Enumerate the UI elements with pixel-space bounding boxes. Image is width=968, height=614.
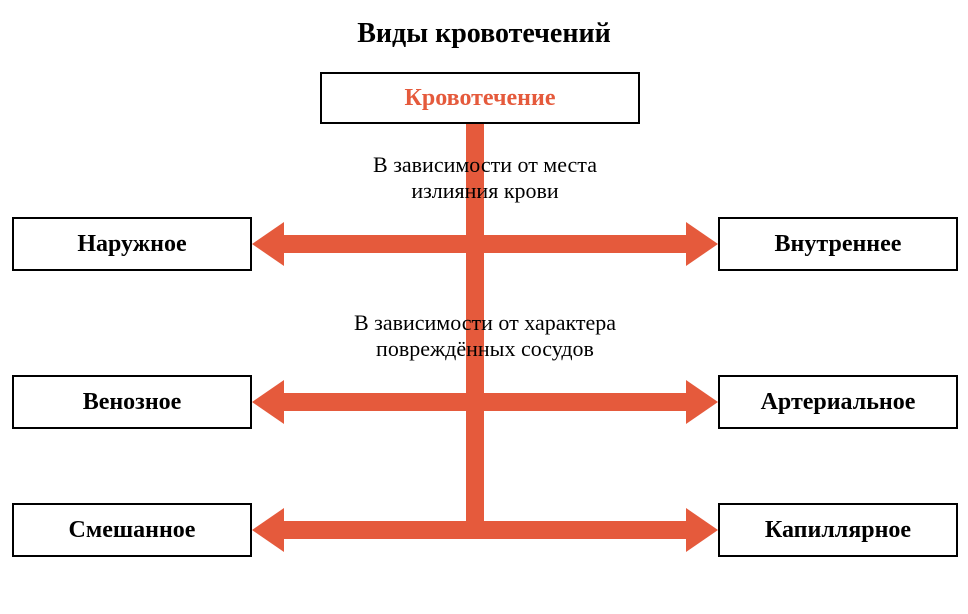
- row1-arrow-right: [686, 222, 718, 266]
- root-box: Кровотечение: [320, 72, 640, 124]
- section-label-2: В зависимости от характера повреждённых …: [290, 310, 680, 362]
- row2-bar: [282, 393, 688, 411]
- section-label-2-line1: В зависимости от характера: [354, 310, 616, 335]
- root-box-label: Кровотечение: [405, 85, 556, 112]
- row2-right-label: Артериальное: [761, 389, 916, 416]
- row3-right-label: Капиллярное: [765, 517, 911, 544]
- section-label-1-line2: излияния крови: [411, 178, 558, 203]
- row2-arrow-right: [686, 380, 718, 424]
- row3-bar: [282, 521, 688, 539]
- row1-arrow-left: [252, 222, 284, 266]
- row3-left-box: Смешанное: [12, 503, 252, 557]
- diagram-title: Виды кровотечений: [0, 18, 968, 50]
- row3-arrow-right: [686, 508, 718, 552]
- row1-right-label: Внутреннее: [775, 231, 902, 258]
- row3-arrow-left: [252, 508, 284, 552]
- row1-bar: [282, 235, 688, 253]
- row2-left-label: Венозное: [83, 389, 182, 416]
- row1-left-label: Наружное: [77, 231, 186, 258]
- section-label-1-line1: В зависимости от места: [373, 152, 597, 177]
- section-label-2-line2: повреждённых сосудов: [376, 336, 594, 361]
- row1-left-box: Наружное: [12, 217, 252, 271]
- row1-right-box: Внутреннее: [718, 217, 958, 271]
- diagram-canvas: Виды кровотечений Кровотечение В зависим…: [0, 0, 968, 614]
- row2-left-box: Венозное: [12, 375, 252, 429]
- row2-arrow-left: [252, 380, 284, 424]
- row3-right-box: Капиллярное: [718, 503, 958, 557]
- row3-left-label: Смешанное: [69, 517, 196, 544]
- row2-right-box: Артериальное: [718, 375, 958, 429]
- section-label-1: В зависимости от места излияния крови: [300, 152, 670, 204]
